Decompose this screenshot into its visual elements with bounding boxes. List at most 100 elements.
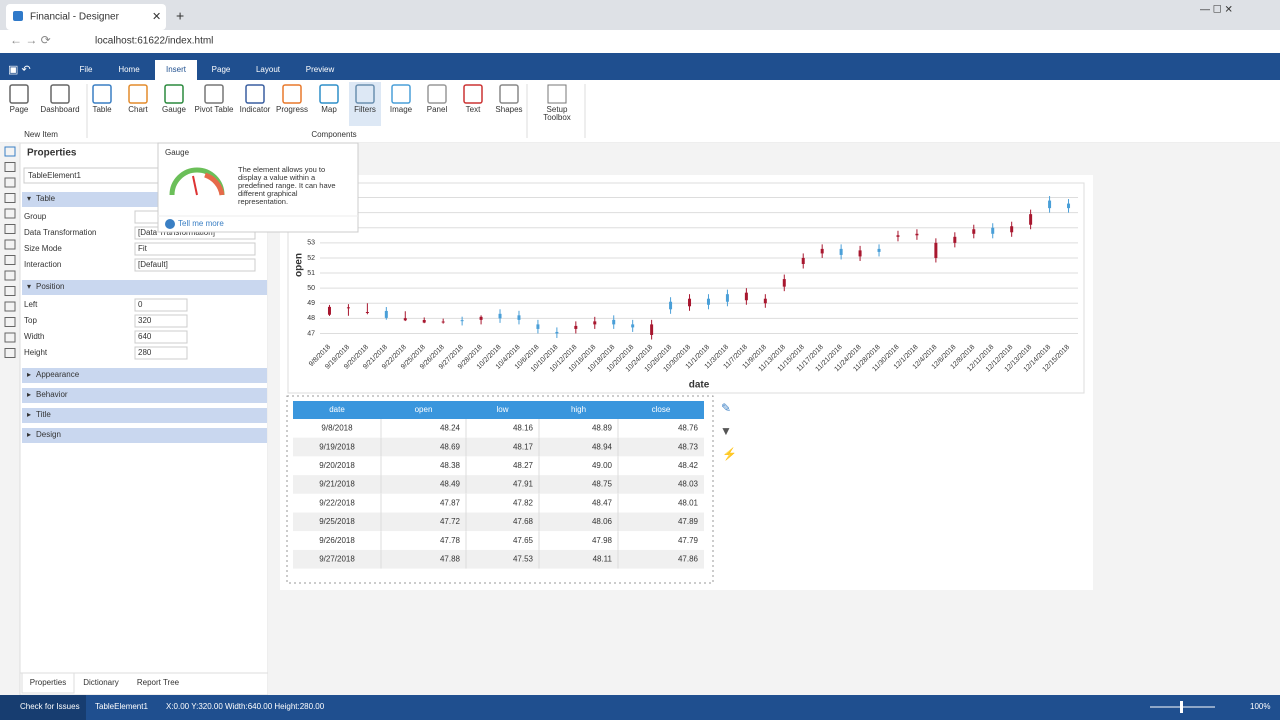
table-cell: 48.89 [592,424,613,433]
strip-icon[interactable] [4,224,16,234]
candle-body [1067,203,1071,209]
property-input[interactable] [134,314,188,328]
strip-icon[interactable] [4,208,16,219]
check-button[interactable] [0,695,86,720]
property-label: Data Transformation [24,228,96,237]
strip-icon[interactable] [4,317,16,327]
window-controls[interactable]: — ☐ ✕ [1200,5,1233,16]
table-cell: 49.00 [592,461,613,470]
table-cell: 9/25/2018 [319,517,355,526]
bottom-tab[interactable]: Properties [30,678,66,687]
app-header [0,53,1280,80]
section-header[interactable] [22,280,267,295]
menu-item[interactable]: Layout [256,65,281,74]
column-header[interactable]: high [571,405,586,414]
new-tab[interactable]: + [176,8,184,24]
section-header[interactable] [22,428,267,443]
column-header[interactable]: date [329,405,345,414]
zoom-thumb[interactable] [1180,701,1183,713]
ribbon-button[interactable]: Gauge [162,105,187,114]
strip-icon[interactable] [4,348,16,358]
section-header[interactable] [22,388,267,403]
url[interactable]: localhost:61622/index.html [95,36,213,47]
event-button[interactable]: ⚡ [722,447,737,461]
ribbon-icon [128,84,148,104]
ribbon-button[interactable]: Dashboard [40,105,79,114]
tab-icon [13,11,23,21]
candle-body [479,316,483,320]
property-input[interactable] [134,258,256,272]
bottom-tab[interactable]: Report Tree [137,678,180,687]
strip-icon[interactable] [4,177,16,188]
edit-button[interactable]: ✎ [721,401,731,415]
candle-body [725,294,729,302]
ribbon-button[interactable]: Panel [427,105,448,114]
column-header[interactable]: low [496,405,508,414]
property-input[interactable] [134,298,188,312]
property-input[interactable] [134,242,256,256]
strip-icon[interactable] [4,301,16,312]
zoom-value: 100% [1250,702,1270,711]
ribbon-button[interactable]: Map [321,105,337,114]
strip-icon[interactable] [4,270,16,281]
candle-body [972,229,976,234]
table-cell: 9/26/2018 [319,536,355,545]
section-name: Position [36,282,64,291]
ribbon-icon [355,84,375,104]
menu-item[interactable]: Insert [166,65,187,74]
ribbon-button[interactable]: Toolbox [543,113,571,122]
column-header[interactable]: open [415,405,433,414]
tooltip-link[interactable]: Tell me more [178,219,224,228]
section-name: Behavior [36,390,68,399]
ribbon-button[interactable]: Page [10,105,29,114]
section-header[interactable] [22,408,267,423]
menu-item[interactable]: Page [212,65,231,74]
candle-body [820,248,824,254]
filter-button[interactable]: ▼ [720,424,732,438]
candle-body [934,242,938,258]
table-cell: 48.17 [513,442,534,451]
strip-icon[interactable] [4,162,16,172]
table-cell: 47.82 [513,498,534,507]
menu-item[interactable]: Home [118,65,140,74]
strip-icon[interactable] [4,239,16,250]
property-input[interactable] [134,346,188,360]
ribbon-button[interactable]: Text [466,105,481,114]
ribbon-button[interactable]: Chart [128,105,148,114]
column-header[interactable]: close [652,405,671,414]
strip-icon[interactable] [4,255,16,265]
strip-icon[interactable] [4,146,16,157]
strip-icon[interactable] [4,286,16,296]
browser-tab[interactable] [6,4,166,30]
section-header[interactable] [22,368,267,383]
menu-item[interactable]: Preview [306,65,335,74]
menu-item[interactable]: File [80,65,93,74]
table-cell: 47.53 [513,555,534,564]
table-cell: 47.79 [678,536,699,545]
section-toggle: ▾ [27,282,31,291]
ribbon-button[interactable]: Image [390,105,413,114]
x-axis-label: date [689,380,710,391]
ribbon-icon [92,84,112,104]
property-value: [Data Transformation] [138,228,215,237]
nav-buttons[interactable]: ← → ⟳ [10,33,51,47]
property-input[interactable] [134,330,188,344]
ribbon-button[interactable]: Shapes [495,105,522,114]
tab-close[interactable]: ✕ [152,11,161,23]
ribbon-button[interactable]: Setup [547,105,568,114]
table-cell: 48.42 [678,461,699,470]
ribbon-button[interactable]: Table [92,105,112,114]
ribbon-icon [282,84,302,104]
strip-icon[interactable] [4,332,16,343]
ribbon-button[interactable]: Filters [354,105,376,114]
bottom-tab[interactable]: Dictionary [83,678,119,687]
candle-body [650,324,654,335]
ribbon-icon [547,84,567,104]
ribbon-icon [319,84,339,104]
strip-icon[interactable] [4,193,16,203]
ribbon-button[interactable]: Progress [276,105,308,114]
ribbon-button[interactable]: Indicator [240,105,271,114]
ribbon-button[interactable]: Pivot Table [195,105,235,114]
table-row [293,437,704,457]
ribbon-icon [9,84,29,104]
